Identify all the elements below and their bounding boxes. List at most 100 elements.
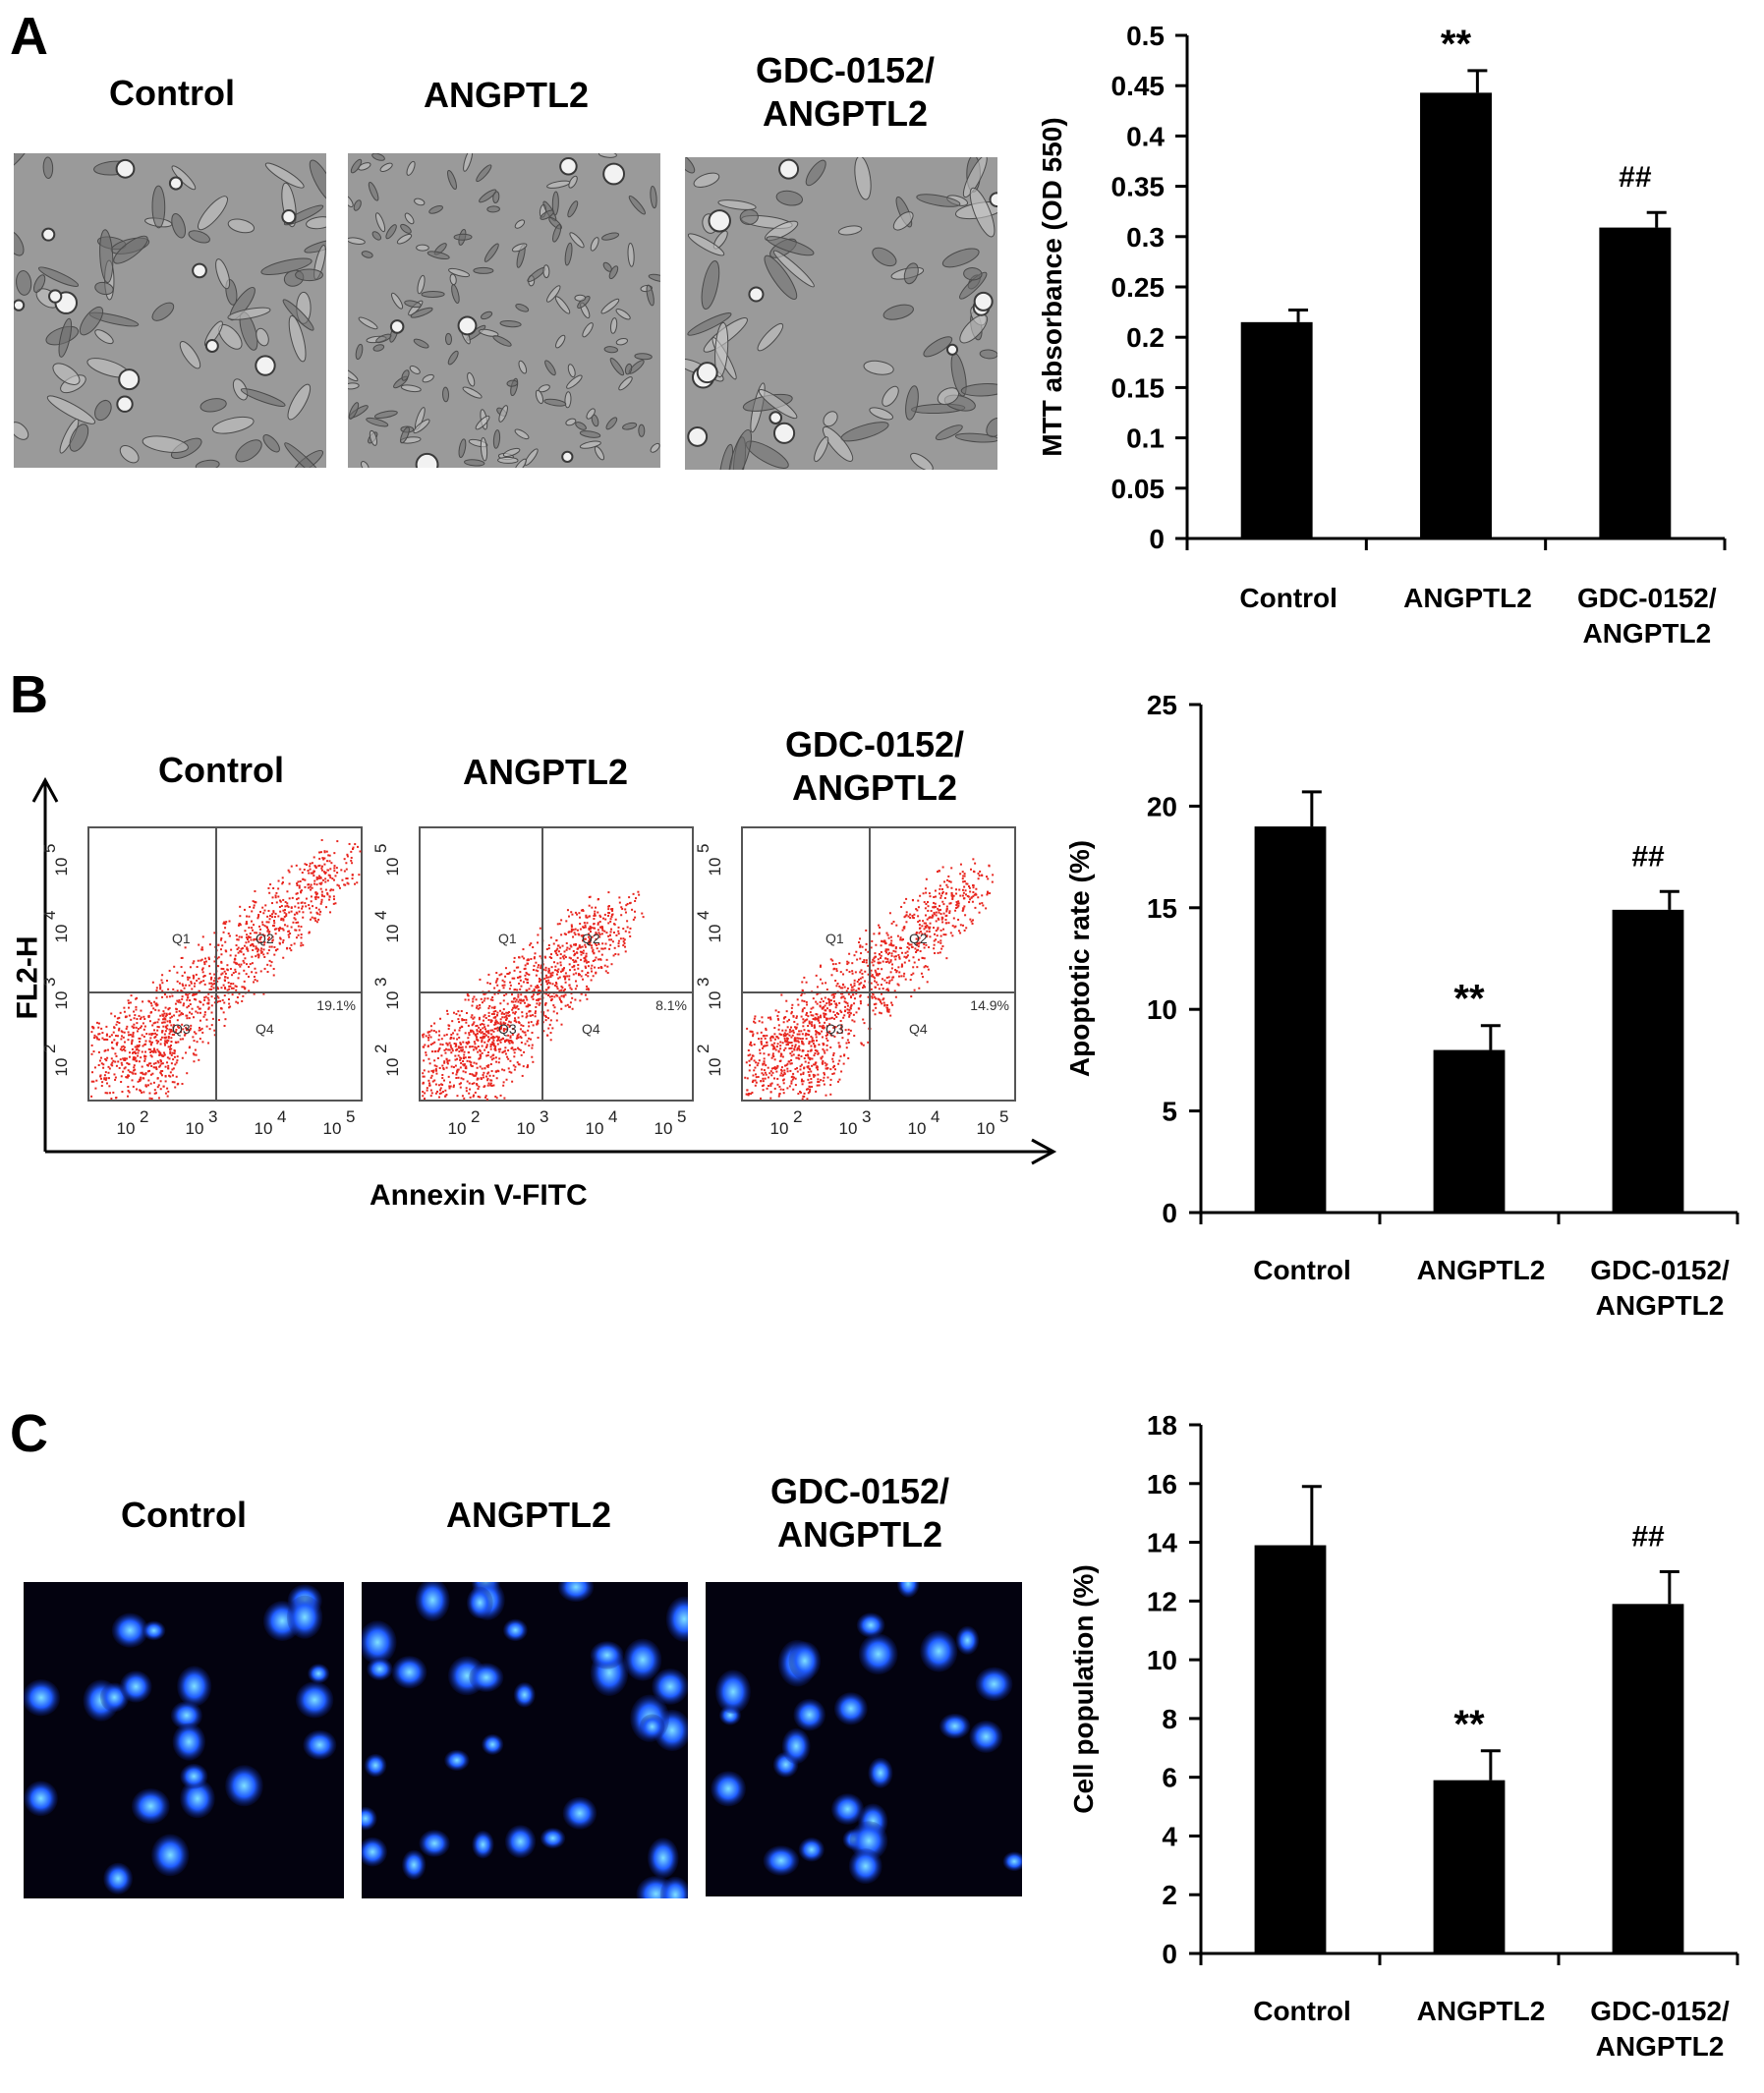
flow-event: [140, 1009, 142, 1012]
flow-event: [140, 1078, 142, 1081]
flow-event: [494, 1046, 497, 1049]
flow-event: [263, 909, 266, 912]
flow-event: [315, 883, 318, 886]
flow-event: [173, 1033, 176, 1036]
flow-event: [128, 1034, 131, 1037]
flow-event: [184, 971, 187, 974]
flow-event: [192, 1036, 195, 1039]
flow-event: [494, 1023, 497, 1026]
flow-event: [149, 1073, 152, 1076]
flow-event: [211, 1017, 214, 1020]
flow-event: [328, 895, 331, 898]
flow-event: [429, 1025, 432, 1028]
flow-event: [136, 1022, 139, 1025]
flow-event: [486, 1079, 489, 1082]
cell-shape: [498, 405, 508, 423]
flow-event: [294, 918, 297, 921]
flow-event: [278, 941, 281, 944]
flow-event: [319, 887, 322, 890]
flow-event: [291, 896, 294, 899]
flow-event: [482, 1035, 484, 1038]
y-tick-label: 0.05: [1111, 474, 1166, 504]
flow-event: [128, 1051, 131, 1054]
flow-event: [161, 974, 164, 977]
flow-event: [234, 954, 237, 957]
flow-event: [504, 1022, 507, 1025]
flow-event: [600, 953, 603, 956]
flow-y-tick-exponent: 4: [40, 911, 59, 920]
x-category-label: ANGPTL2: [1417, 1996, 1546, 2026]
flow-event: [167, 1040, 170, 1043]
flow-event: [105, 1034, 108, 1037]
flow-event: [514, 1000, 517, 1003]
flow-event: [181, 1023, 184, 1026]
flow-event: [196, 965, 199, 968]
flow-event: [97, 1033, 100, 1036]
x-category-label: GDC-0152/: [1590, 1996, 1730, 2026]
flow-x-tick-exponent: 4: [277, 1107, 286, 1126]
flow-event: [514, 1065, 517, 1068]
flow-event: [459, 1066, 462, 1069]
flow-event: [597, 922, 599, 925]
flow-event: [354, 843, 357, 846]
flow-event: [286, 925, 289, 928]
flow-event: [186, 976, 189, 979]
flow-event: [179, 1001, 182, 1004]
flow-event: [308, 907, 311, 910]
cell-shape: [979, 349, 997, 360]
flow-event: [261, 921, 264, 924]
flow-event: [222, 984, 225, 987]
flow-event: [320, 898, 323, 901]
flow-event: [508, 971, 511, 974]
flow-event: [455, 1073, 458, 1076]
flow-event: [153, 1089, 156, 1092]
flow-event: [487, 1064, 490, 1067]
flow-event: [235, 1000, 238, 1003]
flow-event: [149, 1037, 152, 1040]
flow-event: [117, 1060, 120, 1063]
flow-event: [552, 1010, 555, 1013]
flow-event: [105, 1025, 108, 1028]
flow-event: [128, 1055, 131, 1058]
flow-event: [251, 910, 254, 913]
flow-event: [228, 1006, 231, 1009]
cell-shape: [260, 257, 313, 275]
flow-event: [248, 990, 251, 992]
flow-event: [213, 1029, 216, 1032]
x-category-label: ANGPTL2: [1596, 1290, 1725, 1321]
flow-event: [297, 880, 300, 883]
cell-shape: [959, 271, 988, 300]
flow-event: [171, 1034, 174, 1037]
flow-event: [113, 1015, 116, 1018]
flow-event: [304, 902, 307, 905]
significance-label: **: [1453, 978, 1485, 1021]
flow-event: [157, 1009, 160, 1012]
cell-shape: [215, 258, 231, 290]
flow-event: [249, 944, 252, 947]
flow-event: [281, 877, 284, 879]
flow-event: [164, 1006, 167, 1009]
flow-event: [210, 976, 213, 979]
flow-event: [589, 927, 592, 930]
cell-shape: [905, 385, 919, 421]
flow-event: [473, 1082, 476, 1085]
flow-event: [329, 911, 332, 914]
flow-event: [127, 1031, 130, 1034]
flow-event: [503, 993, 506, 996]
flow-event: [284, 900, 287, 903]
flow-event: [252, 948, 255, 951]
flow-event: [283, 924, 286, 927]
rounded-cell: [389, 319, 405, 334]
flow-event: [294, 929, 297, 932]
flow-event: [131, 1025, 134, 1028]
flow-event: [256, 950, 259, 953]
flow-event: [448, 1085, 451, 1088]
flow-event: [228, 985, 231, 988]
flow-event: [222, 968, 225, 971]
flow-event: [210, 1011, 213, 1014]
flow-event: [90, 1080, 93, 1083]
flow-event: [172, 1058, 175, 1061]
flow-event: [296, 883, 299, 886]
flow-event: [449, 1038, 452, 1041]
flow-event: [439, 1043, 442, 1046]
